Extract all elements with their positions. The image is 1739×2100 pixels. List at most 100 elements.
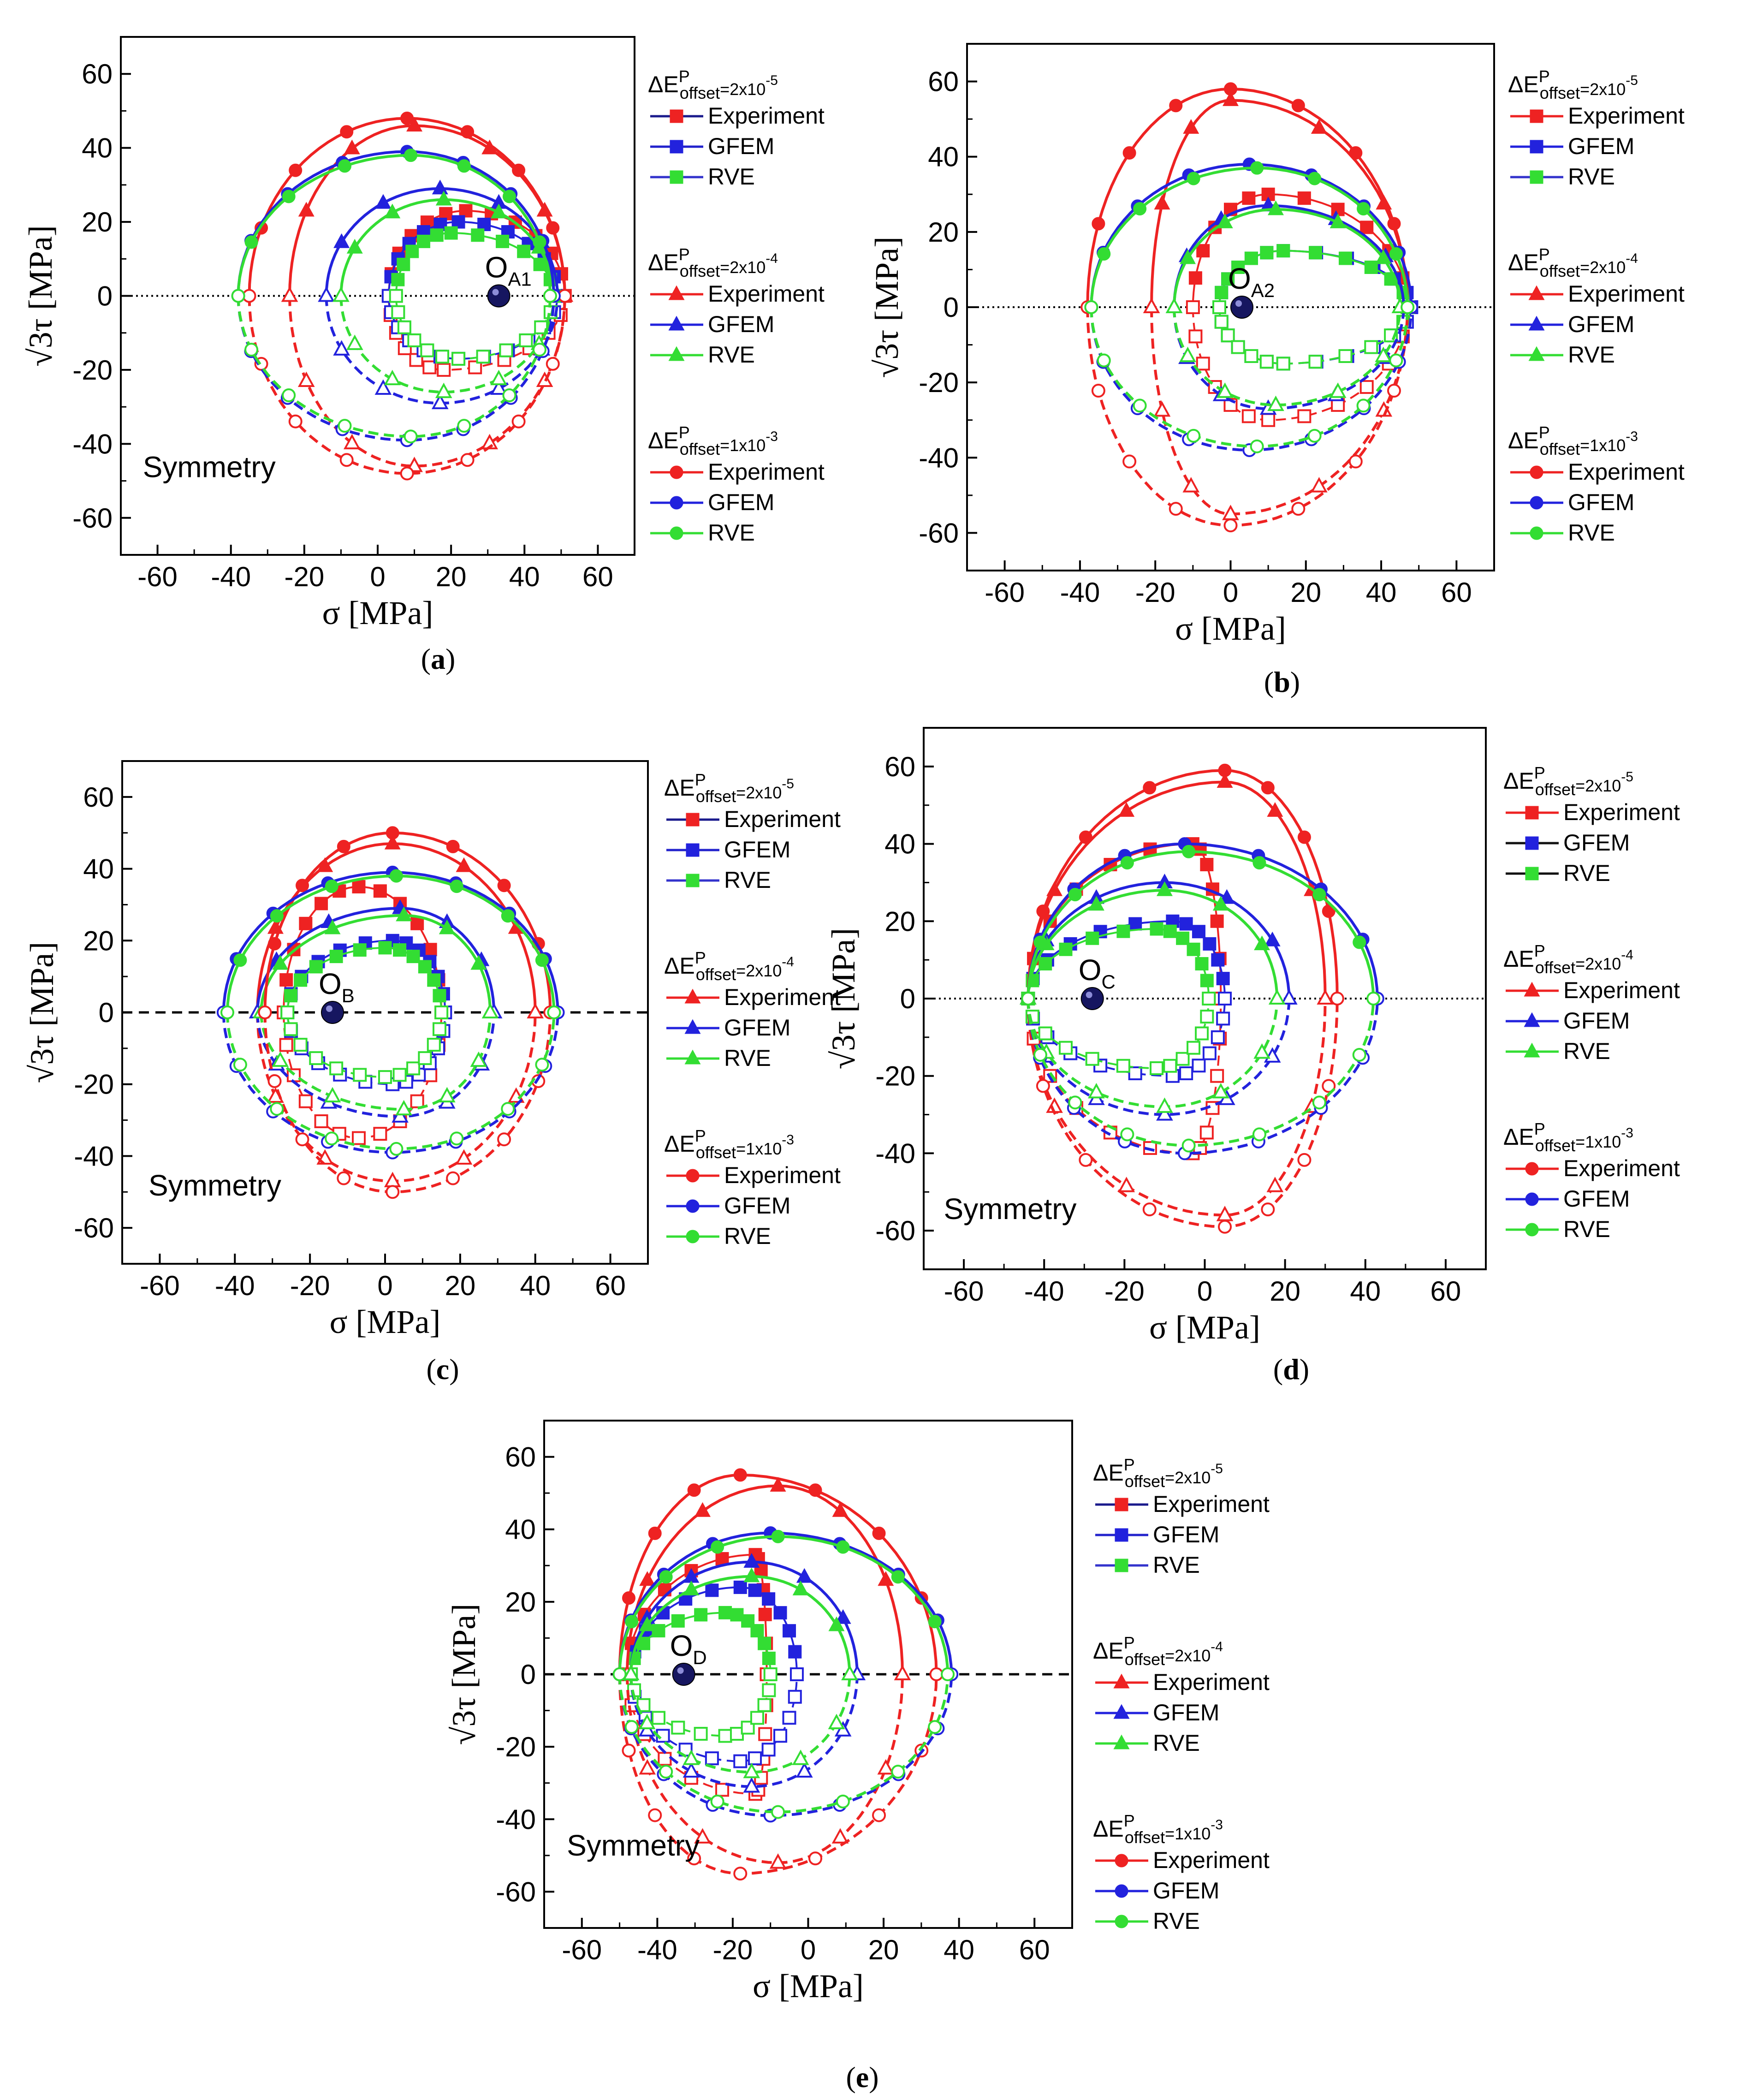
legend-marker (1524, 1042, 1540, 1058)
legend-header-value: =1x10 (1575, 1132, 1621, 1151)
x-tick-label: 20 (1270, 1276, 1300, 1307)
data-point-lower (659, 1765, 673, 1779)
data-point-upper (546, 221, 560, 235)
data-point-upper (718, 1606, 732, 1619)
y-tick-label: 40 (928, 142, 959, 173)
data-point-lower (1312, 1095, 1326, 1110)
legend-header-symbol: ΔE (664, 1131, 695, 1157)
legend-header-value: =1x10 (1165, 1824, 1211, 1843)
data-point-lower (527, 1003, 544, 1019)
data-point-lower (490, 379, 507, 395)
data-point-lower (1401, 300, 1415, 314)
data-point-lower (872, 1808, 886, 1822)
data-point-upper (461, 125, 475, 139)
data-point-upper (502, 190, 516, 203)
data-point-upper (1312, 888, 1326, 902)
data-point-lower (687, 1851, 701, 1866)
legend-header-value: =2x10 (1580, 258, 1626, 277)
data-point-upper (329, 950, 343, 964)
data-point-upper (1143, 781, 1157, 795)
series-6 (612, 1468, 944, 1881)
data-point-lower (1200, 1010, 1214, 1024)
data-point-lower (1297, 1153, 1312, 1167)
data-point-lower (683, 1749, 700, 1765)
series-5 (1165, 200, 1409, 411)
y-axis-label: √3τ [MPa] (825, 928, 862, 1069)
legend-header-exp: -3 (1211, 1817, 1223, 1832)
data-point-upper (406, 117, 423, 132)
data-point-lower (1143, 297, 1160, 314)
data-point-lower (748, 1751, 762, 1766)
data-point-lower (502, 388, 516, 403)
data-point-upper (324, 919, 341, 934)
data-point-lower (612, 1667, 627, 1681)
legend-label: Experiment (708, 459, 825, 485)
y-tick-label: -40 (496, 1804, 536, 1835)
data-point-upper (694, 1608, 708, 1622)
legend-header-exp: -5 (1626, 73, 1638, 88)
symmetry-note: Symmetry (567, 1829, 700, 1862)
data-point-upper (416, 234, 430, 248)
data-point-lower (891, 1765, 905, 1779)
data-point-lower (451, 351, 466, 366)
legend-header-exp: -5 (1211, 1461, 1223, 1476)
center-point (1080, 987, 1104, 1010)
data-point-upper (333, 233, 350, 248)
legend-marker (1528, 285, 1545, 300)
data-point-lower (384, 369, 401, 386)
x-tick-label: -60 (985, 577, 1025, 608)
legend-item: RVE (1510, 164, 1615, 190)
data-point-lower (831, 1828, 849, 1844)
data-point-lower (1088, 1083, 1105, 1099)
data-point-lower (298, 1094, 313, 1108)
x-axis-label: σ [MPa] (330, 1303, 441, 1340)
data-point-upper (1309, 246, 1323, 260)
data-point-lower (639, 1759, 656, 1775)
legend-label: GFEM (1153, 1700, 1219, 1725)
data-point-lower (1038, 1026, 1052, 1041)
data-point-upper (1375, 249, 1392, 264)
data-point-upper (389, 869, 403, 883)
data-point-lower (293, 1038, 308, 1052)
data-point-upper (730, 1608, 744, 1622)
data-point-lower (373, 1127, 387, 1141)
data-point-upper (639, 1616, 655, 1631)
legend-item: GFEM (650, 311, 774, 337)
data-point-upper (396, 906, 412, 922)
legend-marker (686, 843, 700, 857)
data-point-upper (315, 897, 328, 910)
data-point-lower (1116, 1059, 1130, 1073)
legend-label: Experiment (1153, 1491, 1270, 1517)
legend-header-sub: offset (696, 1143, 736, 1162)
data-point-lower (1210, 1069, 1224, 1083)
data-point-upper (400, 111, 414, 125)
data-point-upper (1188, 271, 1202, 285)
legend-header-symbol: ΔE (648, 250, 679, 275)
data-point-upper (244, 235, 258, 249)
legend-marker (684, 988, 701, 1004)
data-point-lower (841, 1665, 858, 1681)
data-point-lower (658, 1752, 672, 1766)
data-point-upper (405, 244, 419, 258)
legend-marker (1115, 1528, 1128, 1542)
data-point-lower (894, 1665, 911, 1681)
legend-marker (1530, 170, 1543, 184)
legend-item: RVE (650, 342, 755, 368)
legend-header-exp: -3 (782, 1132, 794, 1148)
panel-caption-letter: d (1283, 1353, 1300, 1386)
legend-item: GFEM (1506, 1008, 1630, 1034)
data-point-lower (543, 289, 557, 303)
data-point-upper (373, 884, 387, 898)
y-tick-label: 20 (83, 925, 114, 956)
legend-header-sub: offset (1125, 1650, 1165, 1669)
data-point-lower (750, 1711, 764, 1725)
legend-header-sup: P (1534, 941, 1545, 960)
y-tick-label: -60 (496, 1876, 536, 1907)
data-point-lower (1221, 328, 1235, 343)
